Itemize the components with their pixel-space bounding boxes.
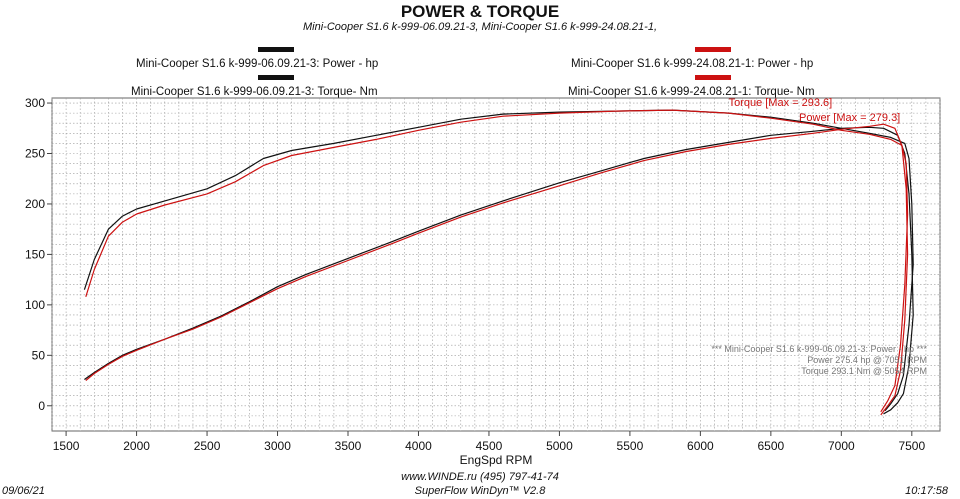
x-tick-label: 7000 (828, 439, 855, 453)
legend-entry-run1-torque: Mini-Cooper S1.6 k-999-06.09.21-3: Torqu… (131, 86, 378, 98)
footer-date: 09/06/21 (2, 485, 45, 497)
footer-time: 10:17:58 (905, 485, 948, 497)
footer-url: www.WINDE.ru (495) 797-41-74 (401, 471, 559, 483)
y-tick-label: 250 (25, 147, 45, 161)
legend-swatch-run2-power (695, 47, 731, 52)
footer-software: SuperFlow WinDyn™ V2.8 (414, 485, 546, 497)
annotations: Torque [Max = 293.6] Power [Max = 279.3] (729, 97, 901, 124)
y-tick-label: 300 (25, 96, 45, 110)
x-tick-label: 4500 (476, 439, 503, 453)
info-torque: Torque 293.1 Nm @ 5054 RPM (801, 366, 927, 376)
x-axis-ticks: 1500 2000 2500 3000 3500 4000 4500 5000 5500 6000… (53, 431, 925, 453)
x-tick-label: 2000 (123, 439, 150, 453)
chart-subtitle: Mini-Cooper S1.6 k-999-06.09.21-3, Mini-… (302, 21, 658, 33)
annotation-1: Power [Max = 279.3] (799, 112, 900, 124)
info-box: *** Mini-Cooper S1.6 k-999-06.09.21-3: P… (711, 344, 927, 376)
series-line-2 (85, 123, 909, 416)
x-tick-label: 2500 (194, 439, 221, 453)
chart-title: POWER & TORQUE (400, 2, 560, 21)
y-axis-ticks: 0 50 100 150 200 250 300 (25, 96, 52, 413)
info-header: *** Mini-Cooper S1.6 k-999-06.09.21-3: P… (711, 344, 927, 354)
legend-entry-run1-power: Mini-Cooper S1.6 k-999-06.09.21-3: Power… (136, 58, 379, 70)
info-power: Power 275.4 hp @ 7051 RPM (807, 355, 927, 365)
annotation-0: Torque [Max = 293.6] (729, 97, 833, 109)
x-tick-label: 3000 (264, 439, 291, 453)
x-tick-label: 3500 (335, 439, 362, 453)
x-tick-label: 5500 (617, 439, 644, 453)
x-tick-label: 6500 (758, 439, 785, 453)
y-tick-label: 100 (25, 298, 45, 312)
y-tick-label: 150 (25, 247, 45, 261)
series-line-0 (84, 126, 914, 415)
y-tick-label: 0 (38, 399, 45, 413)
x-tick-label: 5000 (546, 439, 573, 453)
grid-lines (51, 98, 941, 431)
x-tick-label: 6000 (687, 439, 714, 453)
x-tick-label: 7500 (898, 439, 925, 453)
legend-swatch-run1-torque (258, 75, 294, 80)
y-tick-label: 200 (25, 197, 45, 211)
legend-entry-run2-torque: Mini-Cooper S1.6 k-999-24.08.21-1: Torqu… (568, 86, 815, 98)
y-tick-label: 50 (32, 348, 46, 362)
x-tick-label: 1500 (53, 439, 80, 453)
legend-swatch-run1-power (258, 47, 294, 52)
series-lines (83, 109, 914, 416)
x-tick-label: 4000 (405, 439, 432, 453)
legend-swatch-run2-torque (695, 75, 731, 80)
legend-entry-run2-power: Mini-Cooper S1.6 k-999-24.08.21-1: Power… (571, 58, 814, 70)
x-axis-label: EngSpd RPM (460, 453, 533, 467)
series-line-3 (85, 109, 909, 413)
